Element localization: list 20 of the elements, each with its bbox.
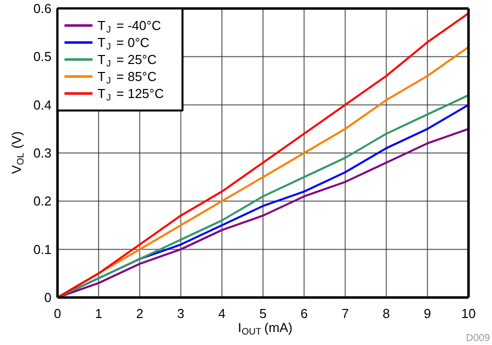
x-tick-label: 2 [136,306,144,321]
y-tick-label: 0.3 [33,146,52,160]
y-tick-label: 0.1 [33,242,52,257]
x-tick-label: 10 [461,306,476,321]
y-tick-label: 0.2 [33,194,52,209]
y-tick-label: 0.4 [33,97,52,112]
y-tick-label: 0 [44,290,52,305]
x-tick-label: 3 [177,306,184,321]
x-tick-label: 4 [218,306,226,321]
y-tick-label: 0.6 [33,1,52,16]
y-axis-title: VOL (V) [9,131,26,174]
x-tick-label: 5 [259,306,267,321]
x-tick-label: 7 [342,306,349,321]
x-tick-label: 0 [54,306,62,321]
y-tick-label: 0.5 [33,49,52,64]
text: D009 [466,333,490,344]
x-tick-label: 9 [424,306,432,321]
x-tick-label: 8 [382,306,390,321]
x-tick-label: 6 [300,306,308,321]
x-tick-label: 1 [94,306,102,321]
